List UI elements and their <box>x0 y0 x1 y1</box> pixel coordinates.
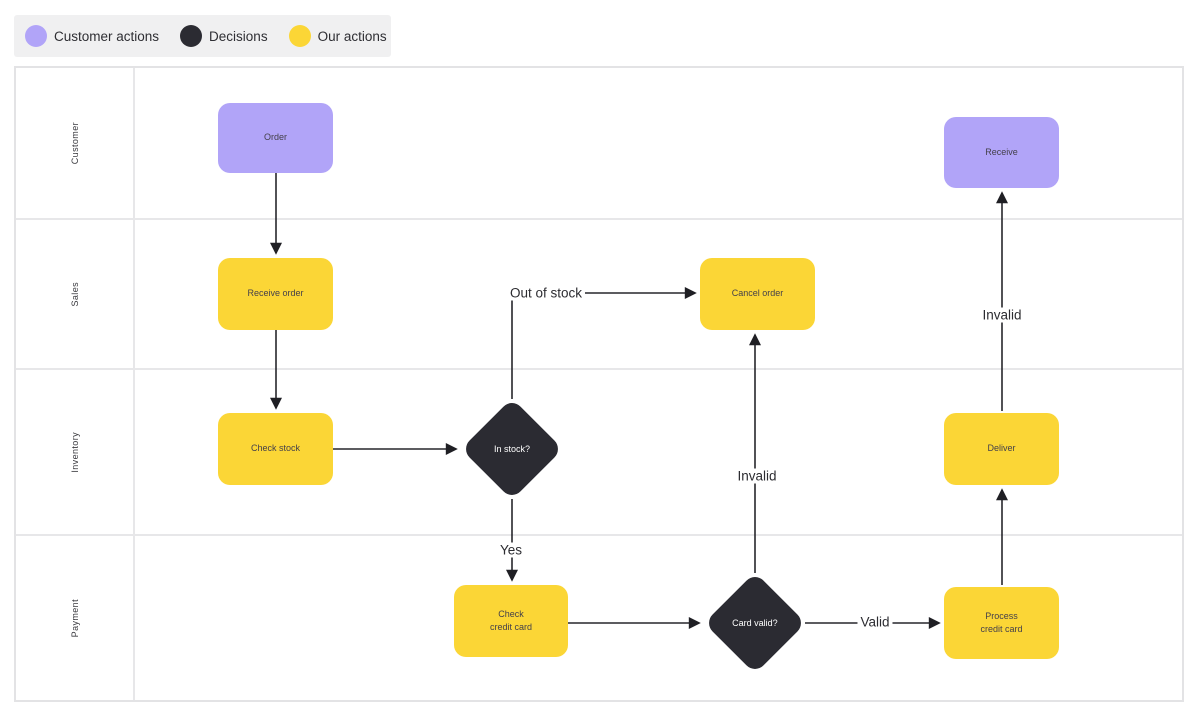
node-cancel-order[interactable]: Cancel order <box>700 258 815 330</box>
node-process-credit-card[interactable]: Process credit card <box>944 587 1059 659</box>
legend-item-decisions: Decisions <box>180 25 268 47</box>
node-receive-label: Receive <box>985 146 1018 157</box>
node-receive-order-label: Receive order <box>247 288 304 299</box>
node-card-valid-label: Card valid? <box>732 618 778 628</box>
node-in-stock-label: In stock? <box>493 444 531 454</box>
legend-item-label: Customer actions <box>54 28 160 44</box>
swimlane-board: Customer Sales Inventory Payment <box>14 66 1184 702</box>
legend-item-label: Decisions <box>209 28 268 44</box>
edge-label-invalid-card: Invalid <box>734 468 780 484</box>
lane-inventory: Inventory <box>16 368 1182 534</box>
edge-label-out-of-stock: Out of stock <box>506 285 586 301</box>
edge-label-invalid-deliver: Invalid <box>979 307 1025 323</box>
decisions-swatch <box>180 25 203 47</box>
legend-item-label: Our actions <box>317 28 387 44</box>
lane-payment: Payment <box>16 534 1182 700</box>
lane-header-divider <box>133 68 135 700</box>
edge-in-stock-to-cancel-order <box>511 287 697 399</box>
node-deliver[interactable]: Deliver <box>944 413 1059 485</box>
node-check-stock[interactable]: Check stock <box>218 413 333 485</box>
node-order[interactable]: Order <box>218 103 333 173</box>
node-cancel-order-label: Cancel order <box>731 288 784 299</box>
node-check-credit-card-label: Check credit card <box>489 608 533 633</box>
our-actions-swatch <box>288 25 311 47</box>
node-receive[interactable]: Receive <box>944 117 1059 188</box>
node-process-credit-card-label: Process credit card <box>980 610 1023 635</box>
edges-layer <box>270 173 1008 629</box>
node-receive-order[interactable]: Receive order <box>218 258 333 330</box>
edge-label-yes: Yes <box>496 542 526 558</box>
node-order-label: Order <box>263 132 287 143</box>
node-check-stock-label: Check stock <box>250 443 301 454</box>
edge-label-valid: Valid <box>857 614 893 630</box>
lane-sales: Sales <box>16 218 1182 368</box>
node-check-credit-card[interactable]: Check credit card <box>454 585 568 657</box>
legend-item-our-actions: Our actions <box>288 25 387 47</box>
legend-item-customer-actions: Customer actions <box>25 25 159 47</box>
legend: Customer actions Decisions Our actions <box>14 15 391 57</box>
node-deliver-label: Deliver <box>987 443 1016 454</box>
customer-actions-swatch <box>25 25 47 47</box>
